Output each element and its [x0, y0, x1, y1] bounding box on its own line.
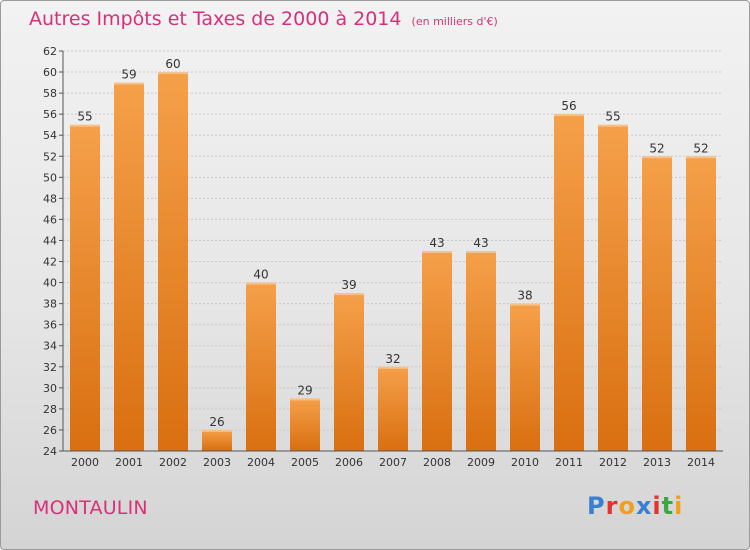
bar-value-label: 43 — [429, 236, 444, 250]
bar-2011 — [554, 114, 584, 451]
x-tick-label: 2010 — [511, 456, 539, 469]
bar-2000 — [70, 124, 100, 452]
x-tick-label: 2000 — [71, 456, 99, 469]
bar-2014 — [686, 156, 716, 451]
y-tick-label: 56 — [43, 108, 57, 121]
bar-highlight — [598, 124, 628, 127]
logo-letter: t — [661, 492, 675, 520]
y-tick-label: 36 — [43, 319, 57, 332]
x-tick-label: 2004 — [247, 456, 275, 469]
x-tick-label: 2014 — [687, 456, 715, 469]
x-tick-label: 2013 — [643, 456, 671, 469]
x-tick-label: 2012 — [599, 456, 627, 469]
y-tick-label: 46 — [43, 213, 57, 226]
y-tick-label: 50 — [43, 171, 57, 184]
bar-highlight — [466, 251, 496, 253]
y-tick-label: 26 — [43, 424, 57, 437]
bars: 55 59 60 26 40 29 39 32 43 43 38 56 55 52 52 — [70, 57, 716, 452]
bar-highlight — [202, 429, 232, 432]
bar-highlight — [510, 303, 540, 306]
y-tick-label: 24 — [43, 445, 57, 458]
chart-title-text: Autres Impôts et Taxes de 2000 à 2014 — [29, 8, 402, 30]
x-tick-label: 2008 — [423, 456, 451, 469]
x-tick-label: 2005 — [291, 456, 319, 469]
y-tick-label: 30 — [43, 382, 57, 395]
y-tick-label: 28 — [43, 403, 57, 416]
y-tick-label: 44 — [43, 234, 57, 247]
y-tick-label: 40 — [43, 277, 57, 290]
y-tick-label: 58 — [43, 87, 57, 100]
bar-2002 — [158, 72, 188, 451]
bar-highlight — [686, 156, 716, 159]
bar-highlight — [290, 398, 320, 401]
y-tick-label: 52 — [43, 150, 57, 163]
x-tick-label: 2009 — [467, 456, 495, 469]
bar-highlight — [334, 293, 364, 296]
y-tick-label: 54 — [43, 129, 57, 142]
chart-subtitle: (en milliers d'€) — [411, 15, 498, 28]
bar-value-label: 52 — [649, 141, 664, 155]
logo-letter: P — [587, 492, 606, 520]
bar-2010 — [510, 303, 540, 451]
x-tick-label: 2003 — [203, 456, 231, 469]
y-tick-label: 42 — [43, 256, 57, 269]
bar-highlight — [70, 124, 100, 127]
bar-value-label: 26 — [209, 415, 224, 429]
x-tick-label: 2001 — [115, 456, 143, 469]
x-axis: 2000 2001 2002 2003 2004 2005 2006 2007 2008 2009… — [63, 450, 723, 469]
bar-highlight — [114, 82, 144, 85]
bar-2006 — [334, 293, 364, 451]
bar-value-label: 59 — [121, 68, 136, 82]
chart-title: Autres Impôts et Taxes de 2000 à 2014 (e… — [29, 8, 498, 30]
bar-value-label: 55 — [605, 110, 620, 124]
y-axis: 24 26 28 30 32 34 36 38 40 42 44 46 48 50 52 54 56 58 60 62 — [43, 45, 64, 458]
y-tick-label: 60 — [43, 66, 57, 79]
commune-name: MONTAULIN — [33, 497, 148, 519]
logo-letter: r — [605, 492, 619, 520]
bar-highlight — [422, 251, 452, 253]
x-tick-label: 2002 — [159, 456, 187, 469]
x-tick-label: 2006 — [335, 456, 363, 469]
bar-highlight — [642, 156, 672, 159]
bar-value-label: 52 — [693, 141, 708, 155]
bar-value-label: 56 — [561, 99, 576, 113]
bar-value-label: 43 — [473, 236, 488, 250]
y-tick-label: 38 — [43, 298, 57, 311]
x-tick-label: 2011 — [555, 456, 583, 469]
logo-letter: i — [652, 492, 662, 520]
bar-value-label: 40 — [253, 268, 268, 282]
y-tick-label: 48 — [43, 192, 57, 205]
bar-2008 — [422, 251, 452, 451]
bar-highlight — [158, 72, 188, 75]
bar-highlight — [554, 114, 584, 117]
bar-2013 — [642, 156, 672, 451]
y-tick-label: 62 — [43, 45, 57, 58]
logo-letter: o — [618, 492, 636, 520]
logo-letter: x — [635, 492, 653, 520]
bar-value-label: 29 — [297, 383, 312, 397]
bar-2005 — [290, 398, 320, 451]
y-tick-label: 32 — [43, 361, 57, 374]
proxiti-logo: Proxiti — [587, 492, 683, 520]
bar-value-label: 60 — [165, 57, 180, 71]
bar-highlight — [246, 282, 276, 285]
bar-value-label: 55 — [77, 110, 92, 124]
bar-2001 — [114, 82, 144, 451]
bar-2003 — [202, 429, 232, 451]
bar-2004 — [246, 282, 276, 451]
bar-2012 — [598, 124, 628, 452]
y-tick-label: 34 — [43, 340, 57, 353]
x-tick-label: 2007 — [379, 456, 407, 469]
bar-2007 — [378, 366, 408, 451]
logo-letter: i — [674, 492, 684, 520]
bar-value-label: 39 — [341, 278, 356, 292]
bar-highlight — [378, 366, 408, 369]
bar-value-label: 38 — [517, 289, 532, 303]
bar-value-label: 32 — [385, 352, 400, 366]
bar-2009 — [466, 251, 496, 451]
